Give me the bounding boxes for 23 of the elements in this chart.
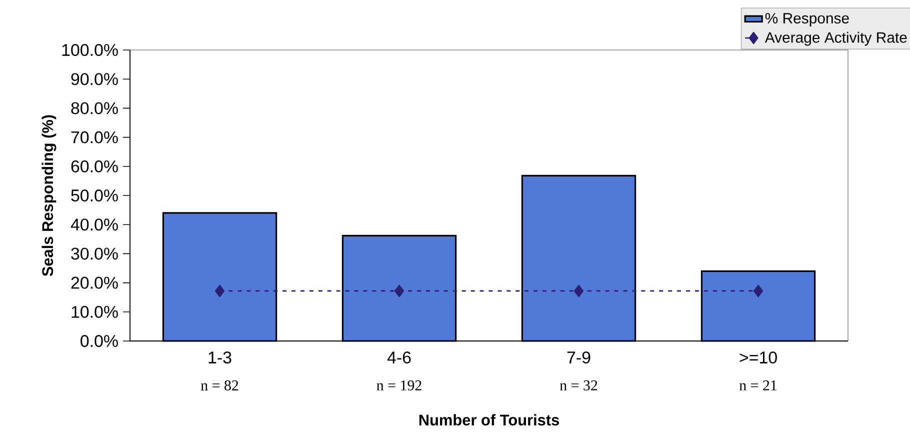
x-tick-label: >=10 [740,351,777,364]
x-tick-label: 4-6 [387,351,411,364]
y-tick-label: 10.0% [72,306,118,318]
legend-label: Average Activity Rate [764,32,907,46]
y-tick-label: 100.0% [62,44,118,56]
y-tick-label: 40.0% [70,218,118,231]
text: n = 82 [200,380,238,390]
y-tick-label: 70.0% [71,131,118,144]
legend-label: % Response [765,12,849,26]
x-tick-label: 1-3 [208,351,232,364]
text: n = 21 [739,380,777,390]
text: n = 32 [560,380,598,390]
y-tick-label: 80.0% [71,102,118,114]
y-tick-label: 60.0% [71,160,118,172]
y-tick-label: 0.0% [80,335,118,347]
y-axis-title: Seals Responding (%) [42,115,56,276]
y-tick-label: 20.0% [71,276,118,289]
x-axis-title: Number of Tourists [419,414,560,426]
y-tick-label: 90.0% [71,73,118,86]
y-tick-label: 50.0% [71,190,118,202]
y-tick-label: 30.0% [71,248,118,260]
x-tick-label: 7-9 [567,351,590,364]
text: n = 192 [376,380,422,390]
